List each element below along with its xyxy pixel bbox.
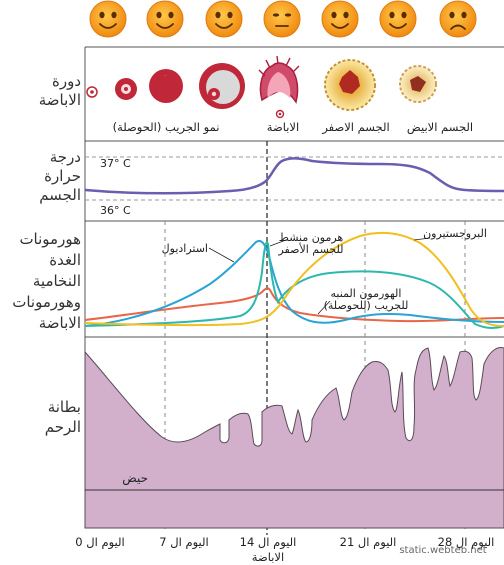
day-label-21: اليوم ال 21 xyxy=(340,535,397,550)
happy-face-icon xyxy=(89,0,127,38)
row-label-ovulation-cycle: دورة الاباضة xyxy=(39,72,81,109)
label-corpus-luteum: الجسم الاصفر xyxy=(321,120,389,135)
happy-face-icon xyxy=(146,0,184,38)
follicle-stage-2 xyxy=(115,78,137,100)
mood-faces-row xyxy=(89,0,477,38)
cycle-labels: نمو الجريب (الحوصلة) الاباضة الجسم الاصف… xyxy=(113,120,474,135)
day-label-0: اليوم ال 0 xyxy=(75,535,124,550)
row-label-body-temperature: درجة حرارة الجسم xyxy=(39,148,81,204)
ovulation-rupture xyxy=(258,55,300,119)
follicle-stage-1 xyxy=(86,86,98,98)
label-corpus-albicans: الجسم الابيض xyxy=(407,120,473,135)
corpus-luteum-illustration xyxy=(324,59,376,111)
fsh-curve xyxy=(84,287,504,323)
row-label-endometrium: بطانة الرحم xyxy=(45,398,81,436)
happy-face-icon xyxy=(205,0,243,38)
day-label-7: اليوم ال 7 xyxy=(159,535,208,550)
lh-curve xyxy=(84,241,504,329)
label-progesterone: البروجستيرون xyxy=(423,227,487,240)
label-lh: هرمون منشط للجسم الأصفر xyxy=(277,231,343,256)
corpus-albicans-illustration xyxy=(399,65,437,103)
happy-face-icon xyxy=(379,0,417,38)
label-ovulation: الاباضة xyxy=(267,120,299,134)
label-fsh: الهورمون المنبه للجريب (للحوصلة) xyxy=(324,287,409,312)
temperature-panel: 37° C 36° C xyxy=(84,156,504,217)
label-estradiol: استراديول xyxy=(162,242,208,255)
follicle-stage-4 xyxy=(199,63,245,109)
label-follicle-growth: نمو الجريب (الحوصلة) xyxy=(113,120,220,135)
endometrium-panel: حيض xyxy=(84,347,504,529)
ovulation-day-label: الاباضة xyxy=(252,550,284,564)
happy-face-icon xyxy=(321,0,359,38)
row-labels: دورة الاباضة درجة حرارة الجسم هورمونات الغدة… xyxy=(12,72,81,436)
neutral-face-icon xyxy=(263,0,301,38)
follicle-stage-3 xyxy=(149,69,183,103)
row-label-hormones: هورمونات الغدة النخامية وهورمونات الاباضة xyxy=(12,230,81,332)
hormone-panel: استراديول هرمون منشط للجسم الأصفر البروجس… xyxy=(84,227,504,329)
follicle-stages xyxy=(86,55,437,119)
temp-low-label: 36° C xyxy=(100,204,131,217)
estradiol-curve xyxy=(84,240,504,327)
temperature-curve xyxy=(84,157,504,195)
progesterone-curve xyxy=(84,231,504,327)
menstruation-label: حيض xyxy=(122,471,148,486)
day-label-28: اليوم ال 28 xyxy=(438,535,495,550)
sad-face-icon xyxy=(439,0,477,38)
temp-high-label: 37° C xyxy=(100,157,131,170)
day-label-14: اليوم ال 14 xyxy=(240,535,297,550)
watermark: static.webteb.net xyxy=(399,545,486,556)
endometrium-lining xyxy=(84,347,504,529)
day-axis: اليوم ال 0 اليوم ال 7 اليوم ال 14 الاباض… xyxy=(75,535,494,564)
